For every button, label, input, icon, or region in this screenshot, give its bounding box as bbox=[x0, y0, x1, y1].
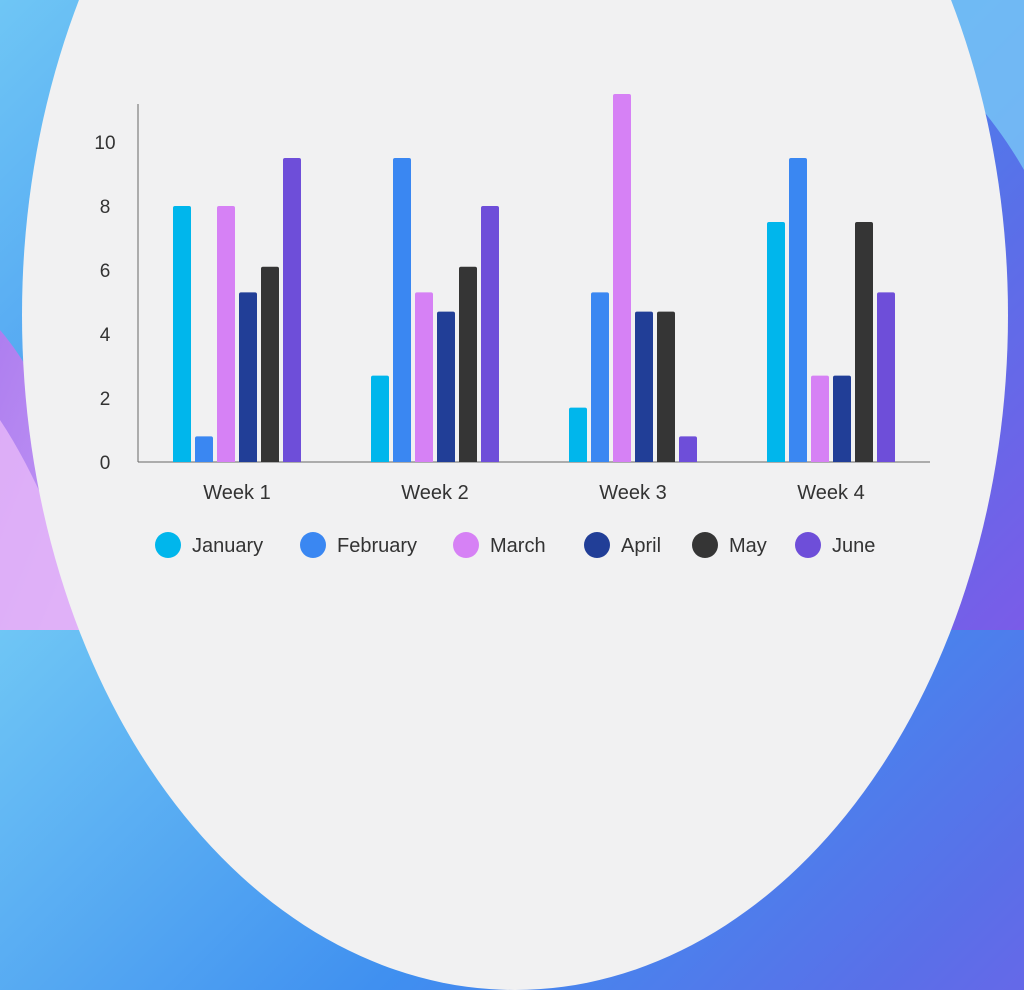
bar-may-week-4 bbox=[855, 222, 873, 462]
legend-label-may: May bbox=[729, 535, 767, 557]
bar-march-week-3 bbox=[613, 94, 631, 462]
x-category-label: Week 1 bbox=[203, 482, 270, 504]
y-tick-label: 0 bbox=[100, 453, 111, 474]
bar-april-week-2 bbox=[437, 311, 455, 462]
legend-swatch-march bbox=[453, 532, 479, 558]
bar-april-week-1 bbox=[239, 292, 257, 462]
bar-march-week-1 bbox=[217, 206, 235, 462]
legend-swatch-may bbox=[692, 532, 718, 558]
bar-june-week-1 bbox=[283, 158, 301, 462]
bar-may-week-1 bbox=[261, 266, 279, 462]
legend-label-april: April bbox=[621, 535, 661, 557]
legend-swatch-february bbox=[300, 532, 326, 558]
bar-april-week-4 bbox=[833, 375, 851, 462]
bar-may-week-3 bbox=[657, 311, 675, 462]
legend-label-february: February bbox=[337, 535, 417, 557]
bar-april-week-3 bbox=[635, 311, 653, 462]
bar-january-week-4 bbox=[767, 222, 785, 462]
bar-february-week-3 bbox=[591, 292, 609, 462]
y-tick-label: 8 bbox=[100, 197, 111, 218]
x-category-label: Week 2 bbox=[401, 482, 468, 504]
y-tick-label: 2 bbox=[100, 389, 111, 410]
y-tick-label: 6 bbox=[100, 261, 111, 282]
bar-january-week-2 bbox=[371, 375, 389, 462]
bar-february-week-1 bbox=[195, 436, 213, 462]
y-tick-label: 10 bbox=[94, 133, 115, 154]
legend-swatch-january bbox=[155, 532, 181, 558]
bar-may-week-2 bbox=[459, 266, 477, 462]
bar-june-week-4 bbox=[877, 292, 895, 462]
legend-label-june: June bbox=[832, 535, 875, 557]
bar-march-week-4 bbox=[811, 375, 829, 462]
bar-january-week-1 bbox=[173, 206, 191, 462]
legend-swatch-june bbox=[795, 532, 821, 558]
bar-march-week-2 bbox=[415, 292, 433, 462]
legend-swatch-april bbox=[584, 532, 610, 558]
y-tick-label: 4 bbox=[100, 325, 111, 346]
x-category-label: Week 4 bbox=[797, 482, 864, 504]
legend-label-march: March bbox=[490, 535, 546, 557]
bar-june-week-2 bbox=[481, 206, 499, 462]
bar-june-week-3 bbox=[679, 436, 697, 462]
legend-label-january: January bbox=[192, 535, 263, 557]
bar-january-week-3 bbox=[569, 407, 587, 462]
bar-february-week-2 bbox=[393, 158, 411, 462]
bar-february-week-4 bbox=[789, 158, 807, 462]
bar-chart: 0 2 4 6 8 10 Week 1 Week 2 Week 3 Week 4 January Fe… bbox=[94, 94, 930, 558]
x-category-label: Week 3 bbox=[599, 482, 666, 504]
